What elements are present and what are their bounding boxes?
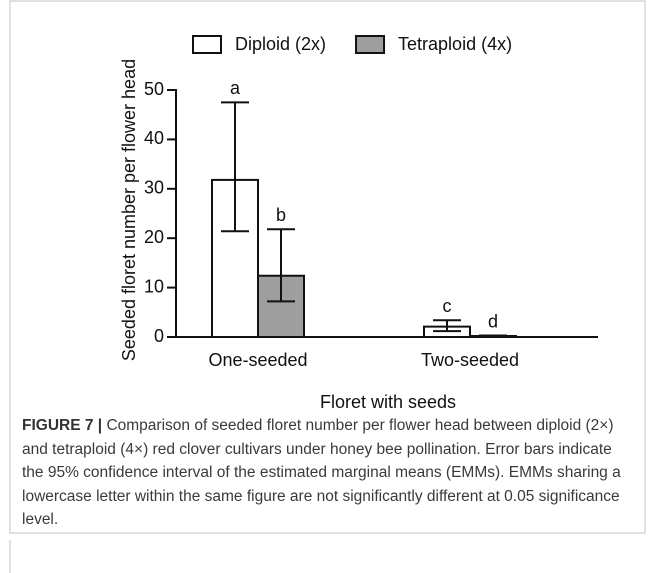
y-tick-label: 0 xyxy=(154,326,164,346)
legend-label: Diploid (2x) xyxy=(235,34,326,54)
legend-label: Tetraploid (4x) xyxy=(398,34,512,54)
group-letter: d xyxy=(488,311,498,331)
group-letter: c xyxy=(443,296,452,316)
legend-swatch xyxy=(192,35,222,54)
group-letter: b xyxy=(276,205,286,225)
caption-label: FIGURE 7 | xyxy=(22,417,103,434)
x-tick-label: One-seeded xyxy=(208,350,307,370)
group-letter: a xyxy=(230,78,241,98)
figure-frame xyxy=(9,0,646,534)
y-tick-label: 10 xyxy=(144,276,164,296)
y-tick-label: 30 xyxy=(144,178,164,198)
y-axis-label: Seeded floret number per flower head xyxy=(119,59,139,361)
y-tick-label: 40 xyxy=(144,128,164,148)
legend-swatch xyxy=(355,35,386,54)
caption: FIGURE 7 | Comparison of seeded floret n… xyxy=(22,414,634,532)
caption-text: Comparison of seeded floret number per f… xyxy=(22,417,621,528)
x-tick-label: Two-seeded xyxy=(421,350,519,370)
y-tick-label: 50 xyxy=(144,79,164,99)
y-tick-label: 20 xyxy=(144,227,164,247)
x-axis-label: Floret with seeds xyxy=(320,392,456,412)
